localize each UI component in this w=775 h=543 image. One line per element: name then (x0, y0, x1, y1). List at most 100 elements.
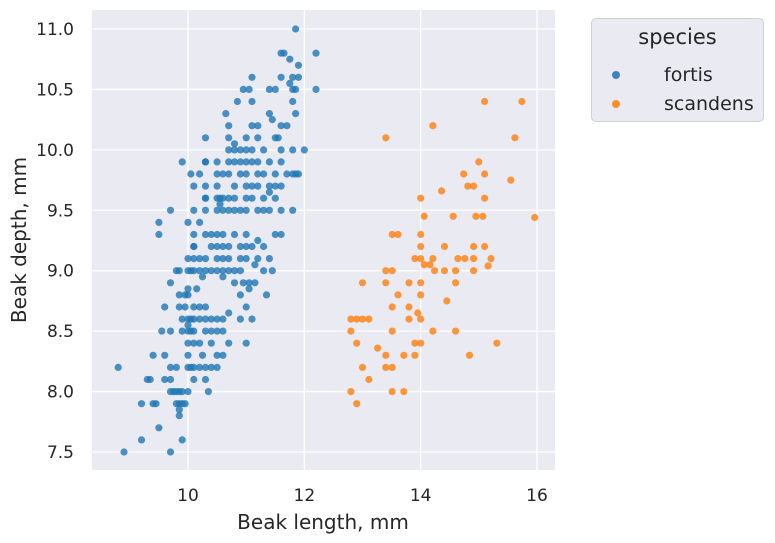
data-point (225, 242, 233, 251)
data-point (254, 236, 262, 245)
data-point (230, 140, 239, 148)
data-point (277, 122, 285, 130)
data-point (196, 315, 204, 323)
data-point (417, 279, 425, 287)
data-point (449, 212, 457, 220)
data-point (219, 267, 227, 275)
y-tick-label: 8.5 (47, 322, 74, 342)
data-point (358, 279, 367, 287)
data-point (190, 182, 198, 190)
data-point (274, 134, 282, 142)
data-point (248, 158, 256, 166)
data-point (161, 375, 169, 384)
legend-title: species (638, 25, 717, 49)
data-point (201, 194, 210, 202)
data-point (149, 351, 157, 359)
data-point (225, 170, 233, 178)
data-point (262, 291, 271, 299)
legend-label-scandens: scandens (664, 93, 754, 115)
data-point (181, 400, 189, 408)
data-point (251, 279, 259, 287)
data-point (254, 158, 262, 166)
data-point (531, 213, 539, 222)
data-point (265, 182, 273, 190)
data-point (233, 97, 241, 106)
data-point (190, 206, 198, 214)
data-point (158, 327, 166, 335)
x-axis-label: Beak length, mm (237, 510, 409, 534)
data-point (260, 170, 268, 178)
data-point (225, 267, 233, 275)
data-point (420, 212, 428, 220)
data-point (271, 230, 279, 239)
data-point (161, 351, 169, 359)
data-point (417, 291, 425, 299)
x-tick-label: 16 (526, 486, 548, 506)
data-point (460, 170, 468, 178)
data-point (242, 158, 250, 166)
data-point (388, 363, 396, 371)
data-point (242, 170, 250, 178)
data-point (268, 267, 276, 275)
data-point (166, 375, 175, 384)
data-point (277, 206, 285, 214)
data-point (260, 206, 268, 214)
data-point (484, 262, 492, 270)
data-point (481, 194, 489, 202)
data-point (207, 230, 215, 239)
data-point (487, 255, 495, 263)
data-point (479, 212, 487, 220)
data-point (155, 230, 163, 239)
data-point (405, 279, 413, 287)
data-point (481, 97, 489, 106)
data-point (461, 255, 469, 263)
data-point (248, 122, 256, 130)
y-tick-label: 9.5 (47, 201, 74, 221)
data-point (230, 206, 239, 214)
data-point (417, 315, 425, 323)
data-point (245, 285, 253, 293)
data-point (187, 315, 195, 323)
data-point (242, 339, 250, 347)
data-point (411, 351, 419, 359)
data-point (300, 146, 308, 154)
data-point (248, 146, 256, 154)
data-point (254, 255, 262, 263)
data-point (265, 158, 273, 166)
data-point (271, 170, 279, 178)
data-point (248, 315, 256, 323)
data-point (452, 327, 460, 335)
data-point (178, 388, 186, 396)
data-point (289, 146, 297, 154)
legend: species fortis scandens (591, 18, 764, 122)
data-point (475, 158, 483, 166)
data-point (277, 158, 285, 166)
data-point (429, 122, 437, 130)
data-point (204, 388, 212, 396)
data-point (175, 412, 183, 420)
data-point (382, 363, 390, 371)
data-point (400, 388, 408, 396)
data-point (207, 327, 215, 335)
data-point (417, 255, 425, 263)
data-point (201, 315, 210, 323)
data-point (239, 279, 247, 287)
data-point (289, 206, 297, 214)
data-point (465, 351, 474, 359)
data-point (230, 267, 239, 275)
data-point (219, 315, 227, 323)
data-point (219, 351, 227, 359)
data-point (161, 303, 169, 311)
data-point (405, 303, 413, 311)
data-point (216, 200, 224, 208)
data-point (429, 327, 437, 335)
y-tick-label: 11.0 (36, 20, 74, 40)
data-point (312, 49, 320, 57)
data-point (454, 255, 462, 263)
data-point (184, 291, 192, 299)
data-point (196, 170, 204, 178)
data-point (196, 255, 204, 263)
data-point (470, 242, 478, 251)
data-point (440, 267, 449, 275)
data-point (382, 267, 390, 275)
